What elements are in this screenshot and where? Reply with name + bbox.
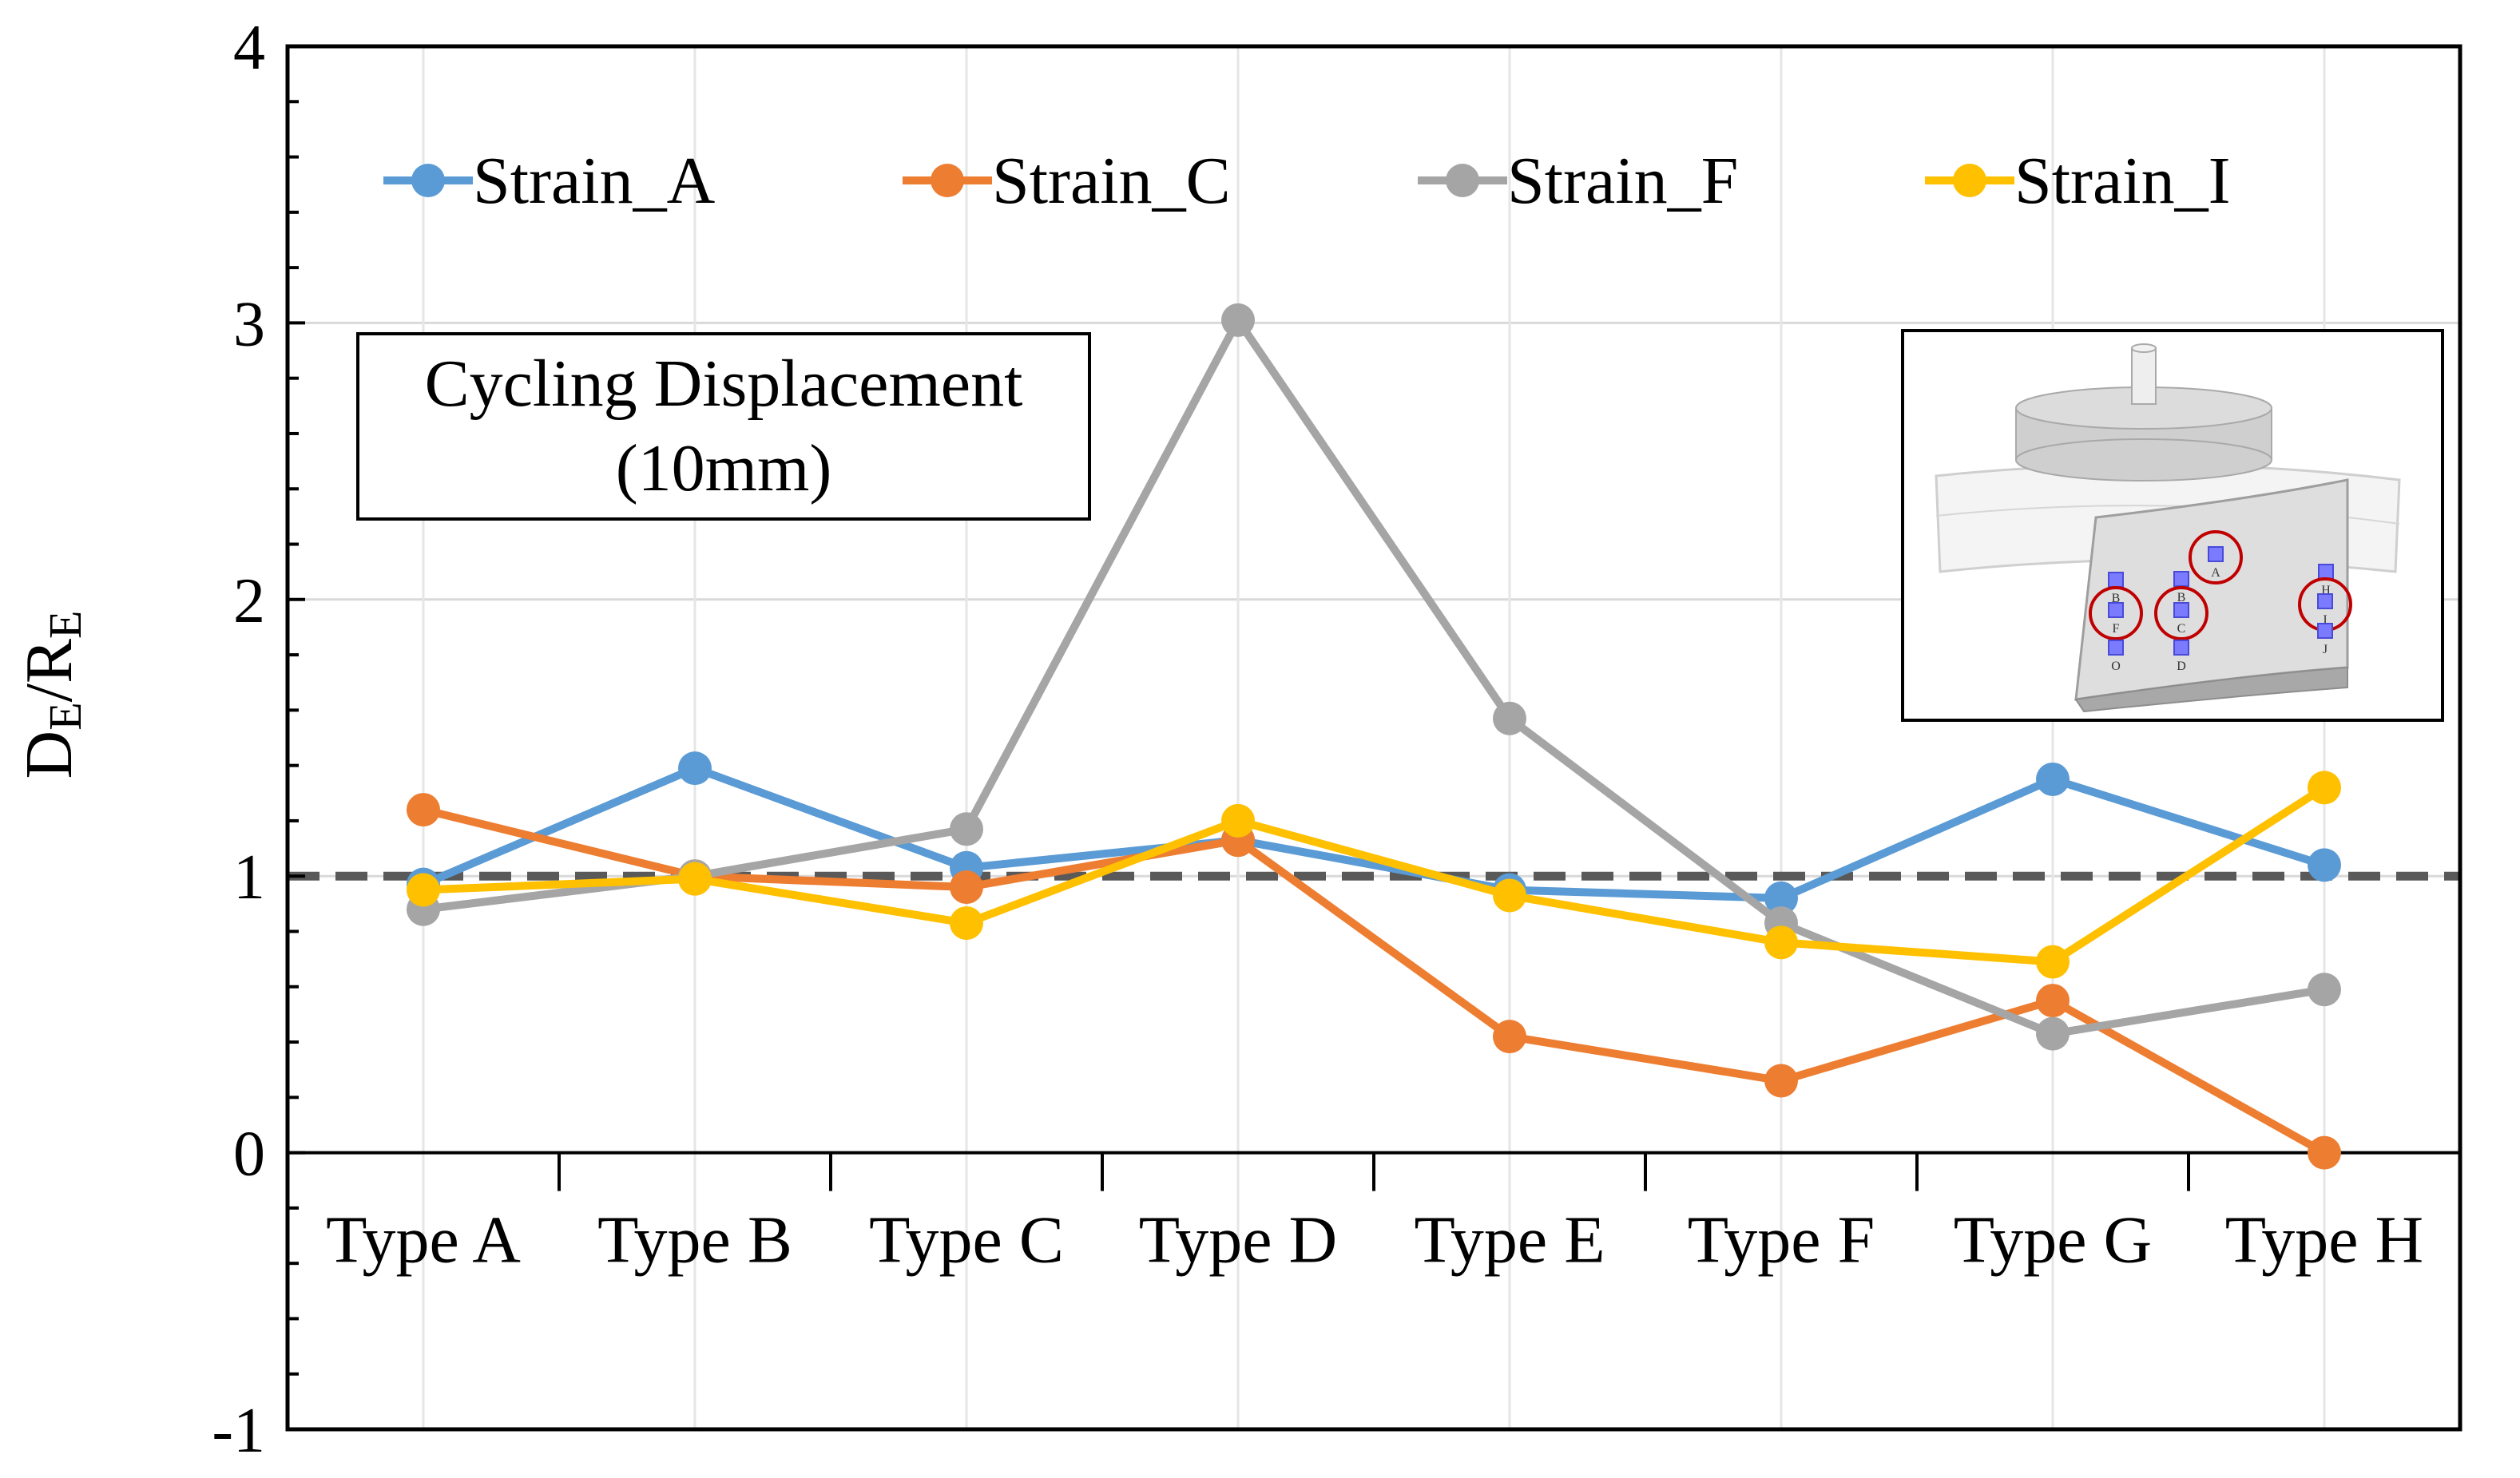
y-tick-label: 3 xyxy=(233,289,265,359)
legend-item-strain-i: Strain_I xyxy=(1925,144,2231,218)
data-point xyxy=(2308,848,2341,882)
data-point xyxy=(2308,973,2341,1007)
data-point xyxy=(2308,771,2341,805)
data-point xyxy=(1764,881,1798,915)
sensor-square xyxy=(2208,546,2224,562)
x-tick-label: Type E xyxy=(1414,1203,1605,1278)
data-point xyxy=(950,870,983,905)
sensor-label: O xyxy=(2111,660,2121,673)
axes xyxy=(285,44,2462,1432)
sensor-square xyxy=(2318,564,2334,580)
series-line xyxy=(422,764,2326,902)
annotation-line-1: Cycling Displacement xyxy=(424,347,1023,421)
sensor-h: H xyxy=(2318,564,2334,597)
y-tick-labels: -1 0 1 2 3 4 xyxy=(212,13,265,1466)
plot-frame xyxy=(285,44,2462,1432)
data-point xyxy=(2036,945,2070,979)
legend: Strain_A Strain_C Strain_F Strain_I xyxy=(383,144,2231,218)
sensor-highlight-circle xyxy=(2089,586,2143,640)
x-tick-label: Type C xyxy=(869,1203,1064,1278)
annotation-line-2: (10mm) xyxy=(615,431,832,505)
specimen-illustration: A B B H F C I J O D xyxy=(1935,343,2401,713)
sensor-square xyxy=(2108,602,2124,618)
legend-swatch-marker xyxy=(1953,164,1986,197)
series-strain-i xyxy=(407,771,2341,979)
sensor-square xyxy=(2173,640,2189,656)
data-point xyxy=(678,751,712,786)
sensor-square xyxy=(2108,640,2124,656)
data-point xyxy=(2036,1016,2070,1051)
sensor-square xyxy=(2173,602,2189,618)
series-line xyxy=(423,784,2327,966)
sensor-markers: A B B H F C I J O D xyxy=(2089,530,2352,673)
data-point xyxy=(2308,1135,2341,1170)
x-tick-label: Type H xyxy=(2225,1203,2423,1278)
legend-swatch-marker xyxy=(931,164,964,197)
sensor-highlight-circle xyxy=(2189,530,2243,584)
x-tick-label: Type B xyxy=(597,1203,792,1278)
data-point xyxy=(1493,878,1526,913)
data-point xyxy=(1764,1064,1798,1098)
sensor-square xyxy=(2317,593,2333,609)
data-point xyxy=(1221,303,1255,337)
y-tick-label: 4 xyxy=(233,13,265,83)
data-point xyxy=(1221,803,1255,838)
legend-label: Strain_C xyxy=(992,144,1231,218)
data-point xyxy=(1493,701,1526,735)
x-tick-label: Type G xyxy=(1954,1203,2152,1278)
legend-swatch-marker xyxy=(411,164,445,197)
x-tick-label: Type F xyxy=(1688,1203,1875,1278)
sensor-square xyxy=(2108,572,2124,588)
sensor-a: A xyxy=(2189,530,2243,584)
data-point xyxy=(407,793,440,827)
data-point xyxy=(2036,984,2070,1018)
legend-label: Strain_I xyxy=(2014,144,2231,218)
y-tick-label: 1 xyxy=(233,842,265,913)
series-group xyxy=(407,303,2341,1170)
sensor-f: F xyxy=(2089,586,2143,640)
sensor-square xyxy=(2317,623,2333,639)
legend-swatch-marker xyxy=(1446,164,1479,197)
legend-item-strain-a: Strain_A xyxy=(383,144,716,218)
sensor-square xyxy=(2173,571,2189,587)
sensor-layout-inset: A B B H F C I J O D xyxy=(1901,329,2444,722)
sensor-d: D xyxy=(2173,640,2189,673)
data-point xyxy=(950,812,983,846)
series-strain-f xyxy=(407,303,2341,1051)
sensor-j: J xyxy=(2317,623,2333,656)
y-tick-label: 0 xyxy=(233,1119,265,1190)
sensor-o: O xyxy=(2108,640,2124,673)
sensor-label: F xyxy=(2113,622,2120,636)
y-tick-label: -1 xyxy=(212,1396,265,1466)
sensor-label: A xyxy=(2211,566,2220,580)
y-tick-label: 2 xyxy=(233,566,265,636)
data-point xyxy=(407,873,440,907)
sensor-label: D xyxy=(2177,660,2186,673)
data-point xyxy=(1764,925,1798,960)
data-point xyxy=(678,862,712,896)
legend-label: Strain_F xyxy=(1507,144,1738,218)
sensor-highlight-circle xyxy=(2154,586,2208,640)
sensor-label: J xyxy=(2323,643,2328,656)
x-tick-labels: Type A Type B Type C Type D Type E Type F Type… xyxy=(326,1203,2423,1278)
data-point xyxy=(2036,762,2070,796)
series-line xyxy=(423,315,2325,1038)
data-point xyxy=(950,906,983,941)
sensor-label: C xyxy=(2177,622,2186,636)
series-strain-c xyxy=(407,793,2341,1170)
annotation-box: Cycling Displacement (10mm) xyxy=(356,332,1091,521)
sensor-label: I xyxy=(2323,613,2327,627)
sensor-label: B xyxy=(2112,592,2121,605)
legend-item-strain-c: Strain_C xyxy=(903,144,1231,218)
y-axis-label: DE/RE xyxy=(12,610,91,779)
x-tick-label: Type A xyxy=(326,1203,521,1278)
x-tick-label: Type D xyxy=(1139,1203,1337,1278)
legend-label: Strain_A xyxy=(473,144,716,218)
sensor-label: B xyxy=(2177,591,2186,604)
sensor-c: C xyxy=(2154,586,2208,640)
legend-item-strain-f: Strain_F xyxy=(1418,144,1738,218)
data-point xyxy=(1493,1020,1526,1054)
